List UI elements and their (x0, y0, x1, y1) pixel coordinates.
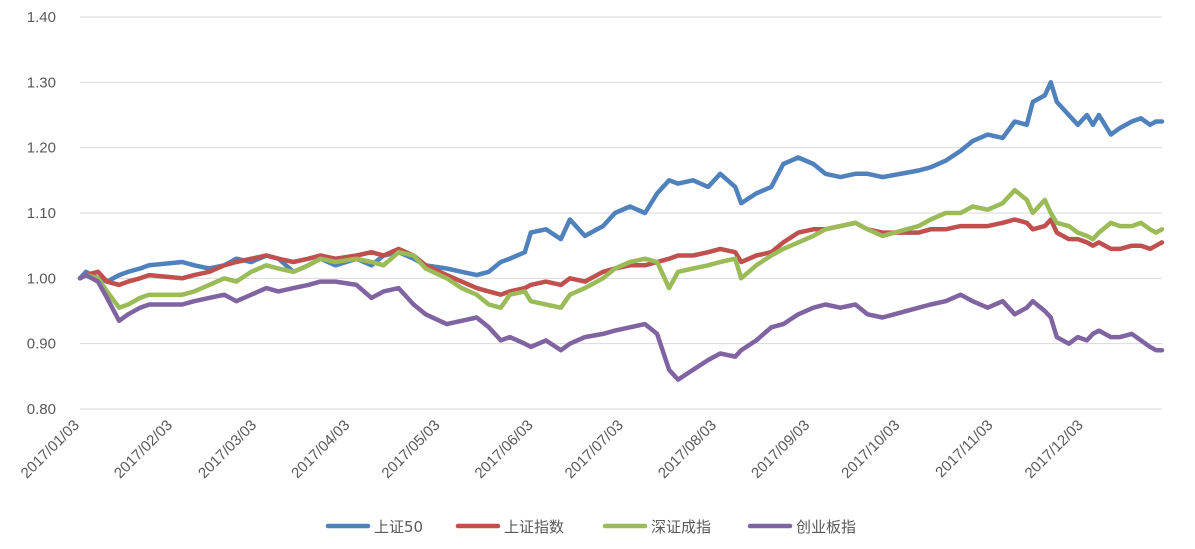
x-tick-label: 2017/09/03 (748, 417, 813, 482)
x-tick-label: 2017/11/03 (932, 417, 996, 481)
x-tick-label: 2017/01/03 (18, 417, 83, 482)
x-tick-label: 2017/07/03 (562, 417, 627, 482)
x-tick-label: 2017/10/03 (838, 417, 903, 482)
x-tick-label: 2017/06/03 (472, 417, 537, 482)
x-tick-label: 2017/02/03 (111, 417, 176, 482)
legend-label: 深证成指 (651, 518, 711, 536)
x-tick-label: 2017/05/03 (378, 417, 443, 482)
y-tick-label: 0.90 (27, 336, 56, 353)
x-axis-ticks: 2017/01/03 2017/02/03 2017/03/03 2017/04/03… (18, 417, 1087, 482)
legend-label: 创业板指 (796, 518, 856, 536)
y-tick-label: 0.80 (27, 401, 56, 418)
x-tick-label: 2017/12/03 (1022, 417, 1087, 482)
y-tick-label: 1.30 (27, 74, 56, 91)
x-tick-label: 2017/04/03 (288, 417, 353, 482)
gridlines (80, 16, 1162, 410)
y-tick-label: 1.40 (27, 9, 56, 26)
legend-label: 上证50 (374, 518, 423, 536)
series-line (77, 187, 1165, 310)
y-tick-label: 1.20 (27, 140, 56, 157)
series-lines (77, 80, 1165, 382)
x-tick-label: 2017/03/03 (195, 417, 260, 482)
legend: 上证50 上证指数 深证成指 创业板指 (325, 518, 856, 536)
y-tick-label: 1.10 (27, 205, 56, 222)
x-tick-label: 2017/08/03 (655, 417, 720, 482)
y-axis-ticks: 0.80 0.90 1.00 1.10 1.20 1.30 1.40 (27, 9, 56, 418)
legend-label: 上证指数 (504, 518, 564, 536)
y-tick-label: 1.00 (27, 270, 56, 287)
series-line (77, 80, 1165, 284)
series-line (77, 217, 1165, 297)
series-line (77, 272, 1165, 382)
